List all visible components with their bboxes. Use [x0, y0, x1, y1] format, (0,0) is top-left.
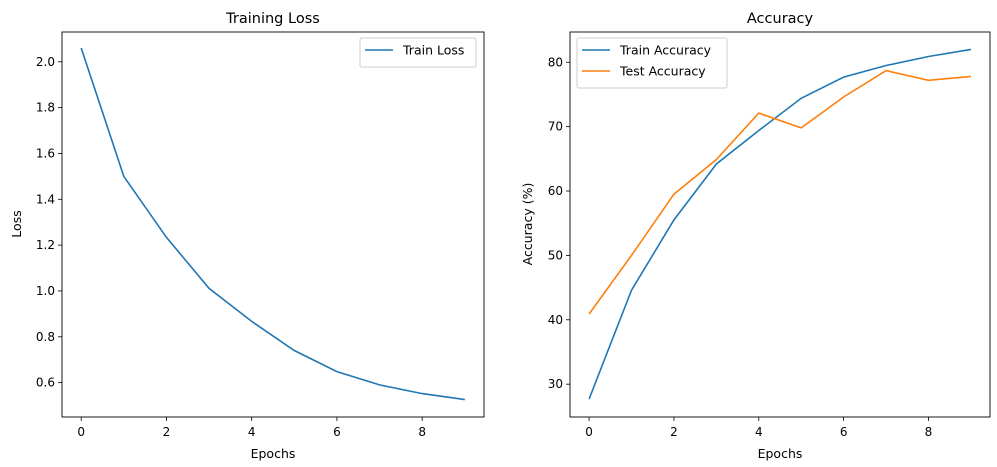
y-tick-label: 0.8 — [36, 330, 55, 344]
y-tick-label: 1.8 — [36, 101, 55, 115]
plot-frame — [569, 31, 991, 418]
plot-frame — [61, 31, 485, 418]
y-tick: 1.6 — [36, 146, 62, 160]
y-tick: 50 — [548, 248, 570, 262]
y-tick: 70 — [548, 120, 570, 134]
y-tick: 1.8 — [36, 101, 62, 115]
y-tick-label: 80 — [548, 55, 563, 69]
x-tick: 6 — [840, 417, 848, 439]
y-tick-label: 0.6 — [36, 376, 55, 390]
legend: Train Accuracy Test Accuracy — [576, 37, 728, 89]
x-tick: 0 — [585, 417, 593, 439]
x-tick-label: 4 — [248, 425, 256, 439]
x-tick-label: 8 — [418, 425, 426, 439]
legend-label: Train Loss — [402, 43, 464, 58]
legend-label: Train Accuracy — [619, 43, 712, 58]
chart-title: Training Loss — [225, 11, 320, 27]
x-tick-label: 2 — [163, 425, 171, 439]
series-line-0 — [588, 48, 972, 400]
x-tick-label: 0 — [585, 425, 593, 439]
y-axis-label: Loss — [9, 210, 24, 237]
y-tick: 30 — [548, 377, 570, 391]
x-axis-label: Epochs — [758, 446, 803, 461]
y-tick-label: 1.0 — [36, 284, 55, 298]
legend: Train Loss — [359, 37, 477, 68]
legend-label: Test Accuracy — [619, 64, 706, 79]
accuracy-chart: Accuracy Epochs Accuracy (%) 0 2 4 6 8 30 40 50… — [520, 11, 991, 461]
y-tick: 40 — [548, 313, 570, 327]
y-tick: 1.2 — [36, 238, 62, 252]
y-tick: 60 — [548, 184, 570, 198]
y-axis-label: Accuracy (%) — [520, 183, 535, 266]
x-tick-label: 0 — [77, 425, 85, 439]
x-tick-label: 6 — [840, 425, 848, 439]
y-tick-label: 60 — [548, 184, 563, 198]
x-tick-label: 2 — [670, 425, 678, 439]
y-tick-label: 1.2 — [36, 238, 55, 252]
x-tick: 4 — [248, 417, 256, 439]
series-line-0 — [80, 47, 465, 401]
y-tick: 2.0 — [36, 55, 62, 69]
y-tick-label: 30 — [548, 377, 563, 391]
y-tick-label: 1.4 — [36, 192, 55, 206]
x-tick: 4 — [755, 417, 763, 439]
x-axis-label: Epochs — [251, 446, 296, 461]
x-tick-label: 4 — [755, 425, 763, 439]
x-tick: 8 — [418, 417, 426, 439]
x-tick: 0 — [77, 417, 85, 439]
x-tick: 8 — [925, 417, 933, 439]
y-tick: 0.8 — [36, 330, 62, 344]
y-tick: 1.4 — [36, 192, 62, 206]
loss-chart: Training Loss Epochs Loss 0 2 4 6 8 0.6 0.8 1.0… — [9, 11, 485, 461]
series-line-1 — [588, 69, 971, 315]
y-tick-label: 40 — [548, 313, 563, 327]
y-tick-label: 50 — [548, 248, 563, 262]
x-tick-label: 8 — [925, 425, 933, 439]
y-tick: 0.6 — [36, 376, 62, 390]
chart-title: Accuracy — [747, 11, 814, 27]
y-tick-label: 1.6 — [36, 146, 55, 160]
y-tick: 1.0 — [36, 284, 62, 298]
y-tick-label: 70 — [548, 120, 563, 134]
x-tick: 2 — [163, 417, 171, 439]
x-tick-label: 6 — [333, 425, 341, 439]
x-tick: 6 — [333, 417, 341, 439]
x-tick: 2 — [670, 417, 678, 439]
y-tick-label: 2.0 — [36, 55, 55, 69]
y-tick: 80 — [548, 55, 570, 69]
